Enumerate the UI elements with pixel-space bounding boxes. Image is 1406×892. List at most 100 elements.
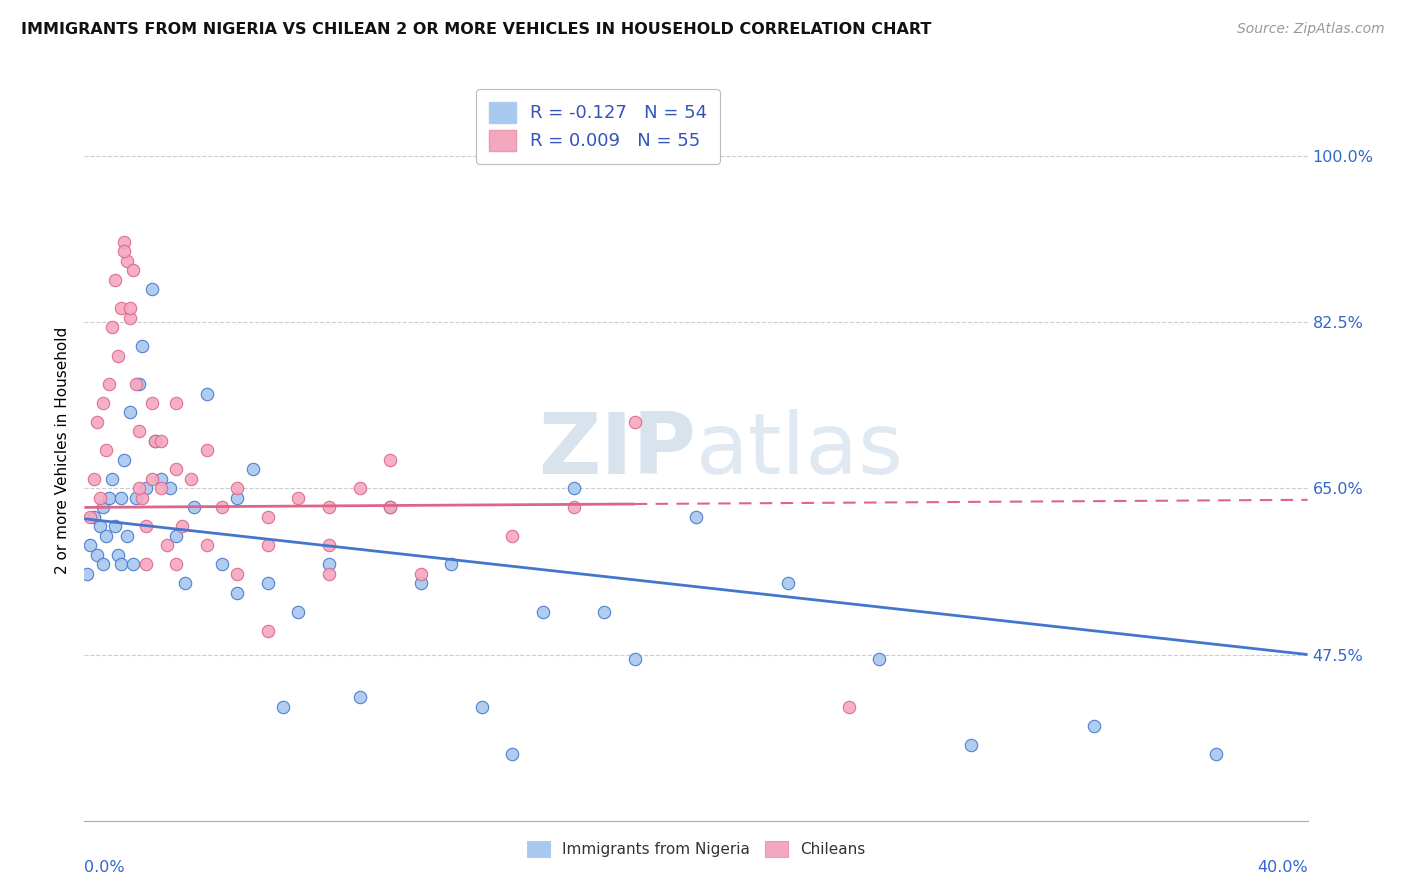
Point bbox=[131, 491, 153, 505]
Point bbox=[125, 377, 148, 392]
Point bbox=[593, 605, 616, 619]
Y-axis label: 2 or more Vehicles in Household: 2 or more Vehicles in Household bbox=[55, 326, 70, 574]
Point bbox=[624, 652, 647, 666]
Point bbox=[195, 443, 218, 458]
Point bbox=[838, 699, 860, 714]
Point bbox=[318, 500, 340, 515]
Point bbox=[562, 500, 585, 515]
Point bbox=[131, 339, 153, 353]
Point bbox=[960, 738, 983, 752]
Point bbox=[287, 491, 309, 505]
Point bbox=[440, 558, 463, 572]
Point bbox=[120, 301, 142, 315]
Point bbox=[97, 491, 120, 505]
Point bbox=[110, 558, 132, 572]
Point bbox=[1083, 719, 1105, 733]
Point bbox=[112, 453, 135, 467]
Legend: Immigrants from Nigeria, Chileans: Immigrants from Nigeria, Chileans bbox=[519, 833, 873, 865]
Point bbox=[156, 538, 179, 552]
Point bbox=[242, 462, 264, 476]
Point bbox=[91, 396, 114, 410]
Point bbox=[128, 377, 150, 392]
Point bbox=[89, 491, 111, 505]
Point bbox=[195, 538, 218, 552]
Point bbox=[112, 244, 135, 259]
Text: atlas: atlas bbox=[696, 409, 904, 492]
Point bbox=[83, 472, 105, 486]
Point bbox=[226, 566, 249, 581]
Point bbox=[79, 538, 101, 552]
Point bbox=[183, 500, 205, 515]
Point bbox=[141, 396, 163, 410]
Point bbox=[135, 558, 157, 572]
Point bbox=[211, 558, 233, 572]
Point bbox=[776, 576, 799, 591]
Point bbox=[104, 519, 127, 533]
Point bbox=[226, 491, 249, 505]
Point bbox=[318, 538, 340, 552]
Point bbox=[101, 320, 124, 334]
Text: 0.0%: 0.0% bbox=[84, 860, 125, 874]
Point bbox=[149, 482, 172, 496]
Point bbox=[380, 500, 402, 515]
Point bbox=[107, 548, 129, 562]
Point bbox=[502, 529, 524, 543]
Text: 40.0%: 40.0% bbox=[1257, 860, 1308, 874]
Text: ZIP: ZIP bbox=[538, 409, 696, 492]
Point bbox=[125, 491, 148, 505]
Point bbox=[195, 386, 218, 401]
Point bbox=[115, 529, 138, 543]
Point bbox=[91, 500, 114, 515]
Point bbox=[211, 500, 233, 515]
Point bbox=[107, 349, 129, 363]
Point bbox=[112, 235, 135, 249]
Point bbox=[79, 509, 101, 524]
Point bbox=[91, 558, 114, 572]
Point bbox=[257, 624, 280, 638]
Point bbox=[318, 558, 340, 572]
Point bbox=[76, 566, 98, 581]
Point bbox=[257, 576, 280, 591]
Point bbox=[624, 415, 647, 429]
Point bbox=[86, 415, 108, 429]
Point bbox=[226, 586, 249, 600]
Point bbox=[165, 558, 187, 572]
Point bbox=[257, 509, 280, 524]
Point bbox=[120, 405, 142, 419]
Point bbox=[271, 699, 294, 714]
Point bbox=[94, 529, 117, 543]
Point bbox=[349, 690, 371, 705]
Point bbox=[135, 482, 157, 496]
Point bbox=[128, 482, 150, 496]
Point bbox=[502, 747, 524, 762]
Point bbox=[172, 519, 194, 533]
Point bbox=[86, 548, 108, 562]
Point bbox=[122, 263, 145, 277]
Point bbox=[409, 576, 432, 591]
Point bbox=[257, 538, 280, 552]
Point bbox=[159, 482, 181, 496]
Point bbox=[409, 566, 432, 581]
Point bbox=[180, 472, 202, 486]
Point bbox=[110, 491, 132, 505]
Point bbox=[149, 472, 172, 486]
Point bbox=[380, 453, 402, 467]
Point bbox=[83, 509, 105, 524]
Point bbox=[165, 396, 187, 410]
Point bbox=[141, 282, 163, 296]
Point bbox=[89, 519, 111, 533]
Point bbox=[380, 500, 402, 515]
Point bbox=[531, 605, 554, 619]
Text: IMMIGRANTS FROM NIGERIA VS CHILEAN 2 OR MORE VEHICLES IN HOUSEHOLD CORRELATION C: IMMIGRANTS FROM NIGERIA VS CHILEAN 2 OR … bbox=[21, 22, 931, 37]
Point bbox=[149, 434, 172, 448]
Point bbox=[120, 310, 142, 325]
Point bbox=[115, 253, 138, 268]
Point bbox=[135, 519, 157, 533]
Point bbox=[143, 434, 166, 448]
Point bbox=[685, 509, 707, 524]
Point bbox=[287, 605, 309, 619]
Point bbox=[122, 558, 145, 572]
Point bbox=[128, 425, 150, 439]
Point bbox=[1205, 747, 1227, 762]
Text: Source: ZipAtlas.com: Source: ZipAtlas.com bbox=[1237, 22, 1385, 37]
